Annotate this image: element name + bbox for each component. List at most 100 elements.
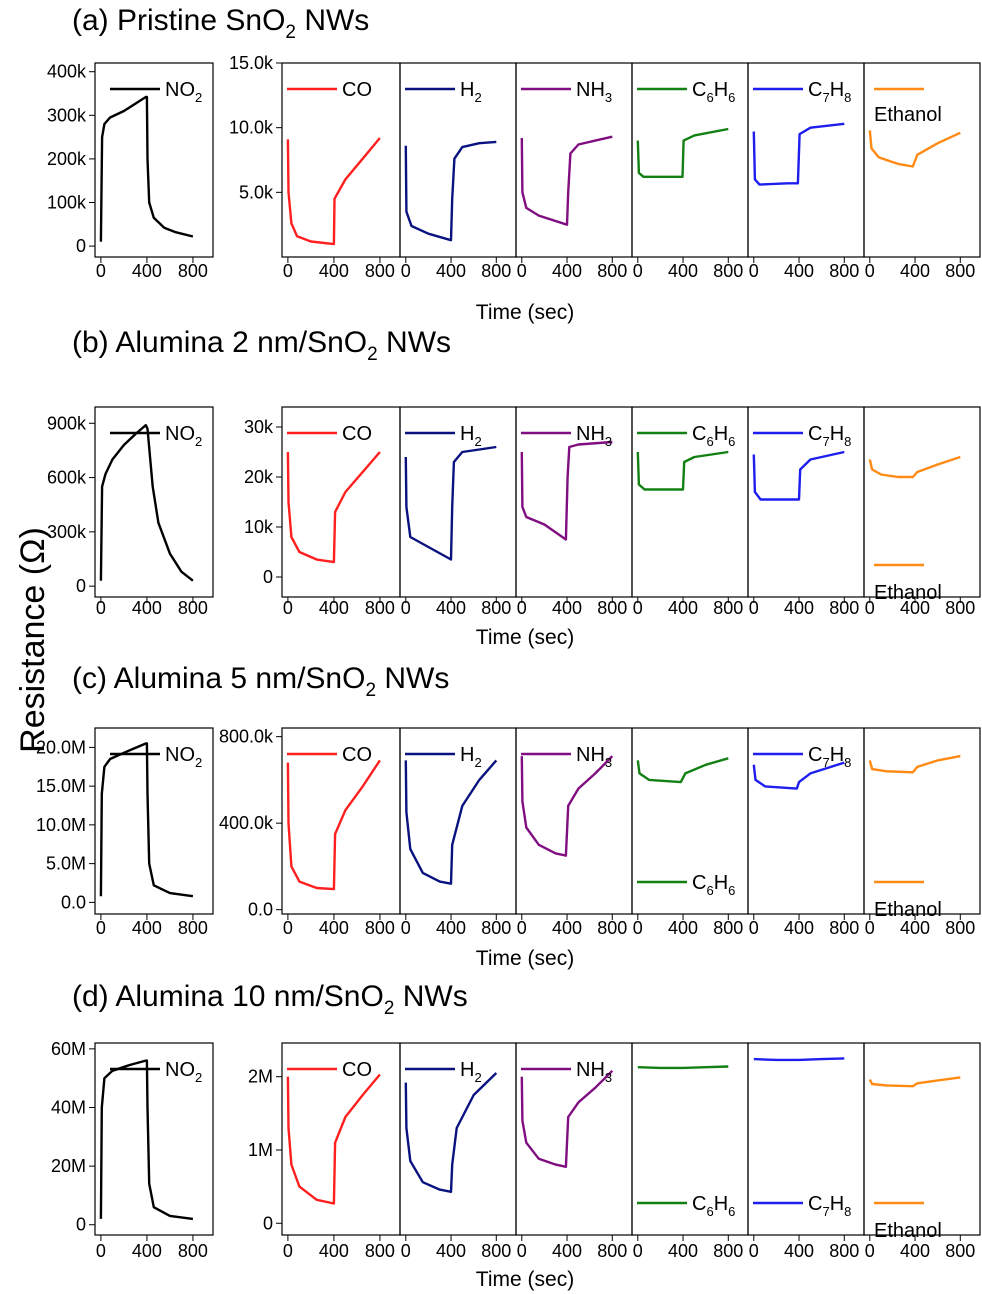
- y-tick-label: 20.0M: [36, 737, 86, 757]
- text-span: 2: [474, 755, 481, 770]
- text-span: 2: [384, 998, 395, 1019]
- text-span: Ethanol: [874, 582, 942, 604]
- y-tick-label: 2M: [248, 1067, 273, 1087]
- x-tick-label: 400: [436, 1241, 466, 1261]
- x-tick-label: 0: [517, 1241, 527, 1261]
- text-span: H: [460, 423, 474, 445]
- text-span: 2: [195, 755, 202, 770]
- y-tick-label: 100k: [47, 193, 87, 213]
- plot-frame-co: [281, 1042, 401, 1236]
- legend-label-co: CO: [342, 423, 372, 445]
- y-tick-label: 0: [263, 567, 273, 587]
- text-span: 7: [822, 434, 829, 449]
- legend-label-nh3: NH3: [576, 423, 612, 449]
- x-tick-label: 800: [945, 918, 975, 938]
- x-tick-label: 800: [365, 918, 395, 938]
- text-span: NH: [576, 744, 605, 766]
- plot-frame-h2: [399, 1042, 517, 1236]
- panel-c: (c) Alumina 5 nm/SnO2 NWs0.05.0M10.0M15.…: [36, 662, 981, 970]
- text-span: NH: [576, 79, 605, 101]
- text-span: NH: [576, 1059, 605, 1081]
- x-tick-label: 400: [552, 261, 582, 281]
- x-tick-label: 800: [597, 918, 627, 938]
- legend-label-c6h6: C6H6: [692, 79, 735, 105]
- y-tick-label: 20k: [244, 467, 274, 487]
- legend-label-h2: H2: [460, 423, 482, 449]
- x-tick-label: 400: [900, 918, 930, 938]
- x-tick-label: 0: [401, 598, 411, 618]
- text-span: NWs: [394, 980, 467, 1013]
- plot-frame-co: [281, 62, 401, 258]
- x-tick-label: 800: [945, 261, 975, 281]
- text-span: C: [692, 423, 706, 445]
- legend-label-h2: H2: [460, 744, 482, 770]
- text-span: 8: [844, 90, 851, 105]
- y-tick-label: 40M: [51, 1097, 86, 1117]
- legend-label-c7h8: C7H8: [808, 79, 851, 105]
- x-tick-label: 400: [319, 261, 349, 281]
- text-span: 3: [605, 755, 612, 770]
- legend-label-ethanol: Ethanol: [874, 104, 942, 126]
- no2-plot-frame: [94, 1042, 214, 1236]
- legend-label-h2: H2: [460, 79, 482, 105]
- series-line-nh3: [520, 135, 613, 226]
- text-span: 3: [605, 90, 612, 105]
- x-tick-label: 400: [436, 261, 466, 281]
- text-span: (a) Pristine SnO: [72, 4, 285, 37]
- y-tick-label: 400k: [47, 62, 87, 82]
- x-tick-label: 800: [829, 1241, 859, 1261]
- text-span: H: [830, 744, 844, 766]
- text-span: 7: [822, 755, 829, 770]
- panel-title: (d) Alumina 10 nm/SnO2 NWs: [72, 980, 468, 1019]
- y-tick-label: 900k: [47, 413, 87, 433]
- text-span: 2: [285, 22, 296, 43]
- legend-label-nh3: NH3: [576, 1059, 612, 1085]
- panel-title: (c) Alumina 5 nm/SnO2 NWs: [72, 662, 449, 701]
- plot-frame-ethanol: [863, 1042, 981, 1236]
- x-tick-label: 0: [401, 261, 411, 281]
- text-span: (d) Alumina 10 nm/SnO: [72, 980, 384, 1013]
- x-tick-label: 400: [668, 598, 698, 618]
- text-span: NO: [165, 423, 195, 445]
- y-tick-label: 0: [76, 1215, 86, 1235]
- x-tick-label: 400: [436, 598, 466, 618]
- x-tick-label: 0: [401, 1241, 411, 1261]
- text-span: NO: [165, 79, 195, 101]
- text-span: CO: [342, 79, 372, 101]
- panel-title: (a) Pristine SnO2 NWs: [72, 4, 369, 43]
- text-span: 2: [195, 1070, 202, 1085]
- text-span: 6: [706, 883, 713, 898]
- x-tick-label: 0: [517, 918, 527, 938]
- text-span: NO: [165, 744, 195, 766]
- x-tick-label: 0: [96, 598, 106, 618]
- x-tick-label: 400: [900, 261, 930, 281]
- x-tick-label: 0: [401, 918, 411, 938]
- y-tick-label: 400.0k: [219, 813, 274, 833]
- text-span: 2: [365, 680, 376, 701]
- x-tick-label: 800: [597, 261, 627, 281]
- y-tick-label: 15.0M: [36, 776, 86, 796]
- x-tick-label: 800: [178, 261, 208, 281]
- plot-frame-ethanol: [863, 406, 981, 598]
- text-span: 2: [474, 434, 481, 449]
- x-tick-label: 400: [784, 1241, 814, 1261]
- text-span: 8: [844, 434, 851, 449]
- x-tick-label: 400: [784, 598, 814, 618]
- series-line-no2: [99, 423, 194, 582]
- text-span: Ethanol: [874, 104, 942, 126]
- x-tick-label: 800: [945, 598, 975, 618]
- y-tick-label: 30k: [244, 417, 274, 437]
- x-tick-label: 400: [319, 1241, 349, 1261]
- legend-label-no2: NO2: [165, 79, 202, 105]
- legend-label-co: CO: [342, 79, 372, 101]
- text-span: CO: [342, 423, 372, 445]
- y-tick-label: 10k: [244, 517, 274, 537]
- x-axis-label: Time (sec): [476, 1268, 574, 1291]
- series-line-c7h8: [752, 122, 845, 186]
- y-tick-label: 300k: [47, 105, 87, 125]
- text-span: (c) Alumina 5 nm/SnO: [72, 662, 365, 695]
- x-tick-label: 400: [319, 598, 349, 618]
- x-tick-label: 400: [668, 918, 698, 938]
